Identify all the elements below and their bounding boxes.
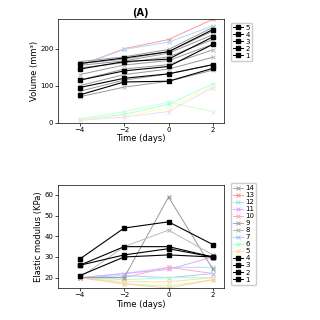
Line: 2: 2 xyxy=(77,62,215,90)
3 xyxy=(211,42,215,46)
2 xyxy=(122,253,126,257)
4 xyxy=(167,220,171,224)
Line: 4: 4 xyxy=(77,35,215,71)
5 xyxy=(78,61,82,65)
Line: 2: 2 xyxy=(77,246,215,268)
Line: 3: 3 xyxy=(77,244,215,268)
2 xyxy=(122,76,126,80)
3 xyxy=(122,69,126,73)
2 xyxy=(167,247,171,251)
4 xyxy=(122,226,126,230)
3 xyxy=(78,78,82,82)
2 xyxy=(78,85,82,89)
Y-axis label: Volume (mm³): Volume (mm³) xyxy=(29,41,38,101)
Line: 1: 1 xyxy=(77,252,215,278)
2 xyxy=(211,63,215,67)
Line: 1: 1 xyxy=(77,66,215,97)
1 xyxy=(167,79,171,83)
Legend: 5, 4, 3, 2, 1: 5, 4, 3, 2, 1 xyxy=(231,23,252,61)
5 xyxy=(167,50,171,54)
3 xyxy=(122,245,126,249)
1 xyxy=(78,274,82,277)
3 xyxy=(78,263,82,267)
X-axis label: Time (days): Time (days) xyxy=(116,300,165,308)
4 xyxy=(211,35,215,39)
4 xyxy=(78,257,82,261)
4 xyxy=(211,243,215,246)
Line: 4: 4 xyxy=(77,220,215,261)
1 xyxy=(122,255,126,259)
5 xyxy=(122,56,126,60)
1 xyxy=(211,255,215,259)
3 xyxy=(167,65,171,68)
1 xyxy=(211,66,215,70)
2 xyxy=(211,255,215,259)
Y-axis label: Elastic modulus (KPa): Elastic modulus (KPa) xyxy=(34,191,43,282)
Line: 3: 3 xyxy=(77,42,215,83)
X-axis label: Time (days): Time (days) xyxy=(116,134,165,143)
5 xyxy=(211,28,215,31)
4 xyxy=(167,57,171,61)
1 xyxy=(122,80,126,84)
Legend: 14, 13, 12, 11, 10, 9, 8, 7, 6, 5, 4, 3, 2, 1: 14, 13, 12, 11, 10, 9, 8, 7, 6, 5, 4, 3,… xyxy=(231,183,256,284)
Title: (A): (A) xyxy=(132,8,149,19)
2 xyxy=(167,72,171,76)
1 xyxy=(78,93,82,97)
3 xyxy=(167,245,171,249)
1 xyxy=(167,253,171,257)
3 xyxy=(211,255,215,259)
4 xyxy=(78,67,82,71)
Line: 5: 5 xyxy=(77,27,215,66)
4 xyxy=(122,60,126,64)
2 xyxy=(78,263,82,267)
